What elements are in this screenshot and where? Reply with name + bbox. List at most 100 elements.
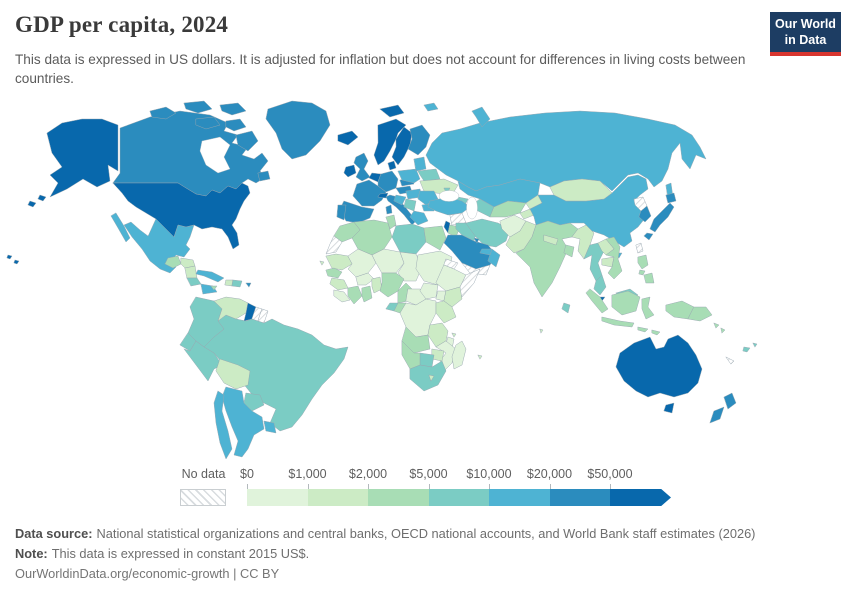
country-venezuela[interactable] bbox=[213, 296, 249, 322]
country-lesotho[interactable] bbox=[428, 374, 435, 382]
note-text: This data is expressed in constant 2015 … bbox=[51, 546, 310, 561]
country-south-africa[interactable] bbox=[409, 360, 447, 392]
country-baltic-states[interactable] bbox=[413, 156, 427, 172]
country-burkina-faso[interactable] bbox=[355, 272, 375, 286]
country-dominican-republic[interactable] bbox=[231, 279, 243, 288]
country-south-sudan[interactable] bbox=[419, 282, 439, 300]
country-iran[interactable] bbox=[465, 218, 511, 248]
country-oman[interactable] bbox=[487, 248, 501, 268]
country-kenya[interactable] bbox=[443, 286, 463, 308]
country-cote-divoire[interactable] bbox=[347, 285, 363, 305]
country-united-kingdom[interactable] bbox=[353, 152, 371, 182]
country-tunisia[interactable] bbox=[385, 214, 397, 230]
legend-tick bbox=[610, 484, 611, 489]
country-puerto-rico[interactable] bbox=[245, 282, 252, 288]
legend-bin-6[interactable] bbox=[610, 489, 671, 506]
citation-line: OurWorldinData.org/economic-growth | CC … bbox=[15, 564, 835, 584]
hudson-bay bbox=[199, 136, 231, 174]
owid-logo-line2: in Data bbox=[784, 32, 827, 47]
country-uruguay[interactable] bbox=[263, 420, 277, 434]
black-sea bbox=[438, 190, 460, 202]
country-united-states-hawaii[interactable] bbox=[6, 254, 20, 265]
country-greece[interactable] bbox=[409, 210, 429, 226]
owid-logo[interactable]: Our World in Data bbox=[770, 12, 841, 57]
country-senegal[interactable] bbox=[325, 267, 343, 279]
country-gabon[interactable] bbox=[385, 302, 399, 312]
country-mongolia[interactable] bbox=[549, 178, 613, 202]
country-india[interactable] bbox=[515, 220, 579, 298]
country-poland[interactable] bbox=[397, 168, 421, 184]
country-guatemala[interactable] bbox=[164, 255, 182, 269]
country-fiji[interactable] bbox=[742, 342, 758, 353]
country-jamaica[interactable] bbox=[210, 285, 218, 291]
country-sweden[interactable] bbox=[391, 126, 413, 166]
legend-no-data-swatch[interactable] bbox=[180, 489, 226, 506]
country-chad[interactable] bbox=[397, 251, 423, 282]
country-belarus[interactable] bbox=[417, 168, 441, 182]
country-kuwait[interactable] bbox=[473, 237, 480, 244]
country-philippines[interactable] bbox=[637, 254, 655, 284]
country-sierra-leone-liberia[interactable] bbox=[333, 289, 351, 303]
country-united-states-alaska[interactable] bbox=[46, 118, 119, 198]
country-botswana[interactable] bbox=[419, 352, 435, 368]
country-indonesia[interactable] bbox=[585, 288, 695, 336]
country-argentina[interactable] bbox=[221, 386, 265, 458]
country-russia[interactable] bbox=[425, 110, 707, 192]
country-brazil[interactable] bbox=[203, 314, 349, 432]
legend-bin-5[interactable] bbox=[549, 489, 610, 506]
country-vietnam[interactable] bbox=[605, 236, 623, 280]
country-croatia[interactable] bbox=[393, 194, 407, 206]
country-united-states-aleutians[interactable] bbox=[27, 194, 47, 208]
country-new-zealand[interactable] bbox=[709, 392, 737, 424]
country-bolivia[interactable] bbox=[215, 358, 251, 390]
country-japan[interactable] bbox=[643, 192, 677, 241]
legend-bin-2[interactable] bbox=[368, 489, 429, 506]
country-norway[interactable] bbox=[373, 104, 407, 166]
country-finland[interactable] bbox=[407, 124, 431, 156]
country-haiti[interactable] bbox=[224, 279, 234, 287]
country-denmark[interactable] bbox=[387, 160, 397, 171]
country-france[interactable] bbox=[352, 179, 387, 207]
country-iceland[interactable] bbox=[337, 130, 359, 146]
country-small-islands[interactable] bbox=[319, 260, 544, 360]
country-south-korea[interactable] bbox=[638, 205, 652, 223]
country-new-caledonia[interactable] bbox=[725, 356, 735, 365]
country-portugal[interactable] bbox=[336, 204, 347, 221]
legend-tick bbox=[307, 484, 309, 489]
country-niger[interactable] bbox=[371, 248, 405, 274]
country-cuba[interactable] bbox=[195, 269, 225, 283]
country-switzerland[interactable] bbox=[377, 192, 389, 199]
country-costa-rica[interactable] bbox=[186, 277, 202, 287]
legend-bin-1[interactable] bbox=[307, 489, 368, 506]
country-sri-lanka[interactable] bbox=[561, 302, 571, 314]
country-western-sahara[interactable] bbox=[325, 235, 343, 255]
country-australia[interactable] bbox=[615, 334, 703, 414]
caspian-sea bbox=[466, 196, 478, 220]
country-guinea[interactable] bbox=[329, 277, 349, 291]
country-guyana[interactable] bbox=[243, 302, 257, 322]
country-egypt[interactable] bbox=[423, 225, 447, 251]
legend-bin-3[interactable] bbox=[428, 489, 489, 506]
legend-bin-0[interactable] bbox=[247, 489, 308, 506]
country-united-arab-emirates[interactable] bbox=[479, 248, 493, 256]
country-taiwan[interactable] bbox=[635, 242, 644, 254]
country-chile[interactable] bbox=[213, 390, 233, 460]
country-nicaragua[interactable] bbox=[184, 265, 198, 279]
country-nepal[interactable] bbox=[543, 234, 559, 246]
country-ghana[interactable] bbox=[361, 285, 373, 303]
country-french-guiana[interactable] bbox=[257, 308, 269, 324]
country-bangladesh[interactable] bbox=[563, 244, 575, 258]
country-yemen[interactable] bbox=[461, 262, 491, 276]
country-paraguay[interactable] bbox=[243, 392, 265, 412]
country-ireland[interactable] bbox=[343, 164, 357, 178]
country-canada-arctic-islands[interactable] bbox=[149, 100, 271, 182]
legend-bin-4[interactable] bbox=[489, 489, 550, 506]
country-papua-new-guinea[interactable] bbox=[687, 306, 726, 334]
country-greenland[interactable] bbox=[265, 100, 331, 160]
country-togo-benin[interactable] bbox=[371, 276, 383, 294]
owid-link[interactable]: OurWorldinData.org/economic-growth | CC … bbox=[15, 566, 280, 581]
country-germany[interactable] bbox=[377, 170, 399, 193]
country-madagascar[interactable] bbox=[451, 340, 467, 370]
country-libya[interactable] bbox=[391, 223, 427, 255]
country-tanzania[interactable] bbox=[435, 300, 457, 324]
